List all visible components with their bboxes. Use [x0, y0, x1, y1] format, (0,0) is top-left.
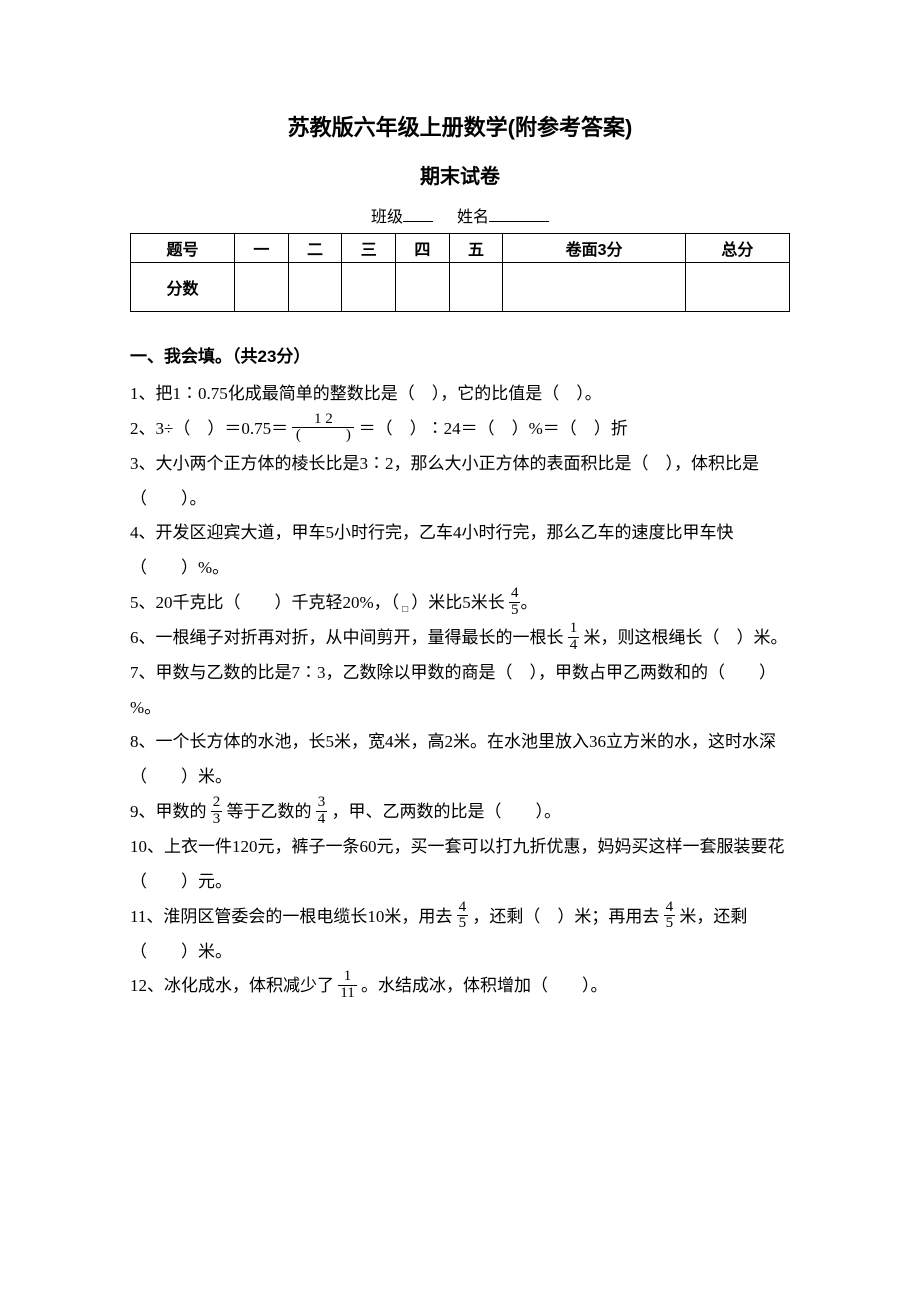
q9-text-c: ，甲、乙两数的比是（ ）。: [332, 802, 562, 821]
frac-den: 5: [509, 603, 521, 619]
col-header: 一: [235, 234, 289, 263]
row-label: 分数: [131, 263, 235, 312]
col-header: 题号: [131, 234, 235, 263]
class-blank: [403, 205, 433, 222]
score-cell: [235, 263, 289, 312]
score-table: 题号 一 二 三 四 五 卷面3分 总分 分数: [130, 233, 790, 312]
q5-text-b: ）米比5米长: [411, 593, 505, 612]
q5-dot: □: [399, 604, 411, 615]
q5-text-c: 。: [520, 593, 537, 612]
frac-den: 3: [211, 812, 223, 828]
frac-num: 4: [457, 900, 469, 917]
question-10: 10、上衣一件120元，裤子一条60元，买一套可以打九折优惠，妈妈买这样一套服装…: [130, 830, 790, 900]
q11-text-a: 11、淮阴区管委会的一根电缆长10米，用去: [130, 907, 452, 926]
q11-text-b: ，还剩（ ）米；再用去: [472, 907, 659, 926]
frac-den: 11: [338, 986, 356, 1002]
col-header: 二: [288, 234, 342, 263]
score-cell: [685, 263, 789, 312]
frac-num: 4: [664, 900, 676, 917]
table-header-row: 题号 一 二 三 四 五 卷面3分 总分: [131, 234, 790, 263]
question-8: 8、一个长方体的水池，长5米，宽4米，高2米。在水池里放入36立方米的水，这时水…: [130, 725, 790, 795]
class-label: 班级: [371, 209, 403, 226]
title-main: 苏教版六年级上册数学(附参考答案): [130, 110, 790, 142]
frac-num: 2: [211, 795, 223, 812]
q9-text-b: 等于乙数的: [227, 802, 312, 821]
q2-fraction: 1 2 ( ): [292, 412, 354, 445]
score-cell: [288, 263, 342, 312]
col-header: 三: [342, 234, 396, 263]
name-blank: [489, 205, 549, 222]
q5-text-a: 5、20千克比（ ）千克轻20%，（: [130, 593, 399, 612]
q11-fraction-2: 4 5: [664, 900, 676, 933]
question-12: 12、冰化成水，体积减少了 1 11 。水结成冰，体积增加（ ）。: [130, 969, 790, 1004]
q6-fraction: 1 4: [568, 621, 580, 654]
question-1: 1、把1∶0.75化成最简单的整数比是（ ），它的比值是（ ）。: [130, 377, 790, 412]
q9-fraction-2: 3 4: [316, 795, 328, 828]
question-5: 5、20千克比（ ）千克轻20%，（□）米比5米长 4 5 。: [130, 586, 790, 621]
frac-den: 4: [568, 638, 580, 654]
frac-den: 5: [457, 916, 469, 932]
page: 苏教版六年级上册数学(附参考答案) 期末试卷 班级 姓名 题号 一 二 三 四 …: [0, 0, 920, 1104]
score-cell: [503, 263, 686, 312]
question-11: 11、淮阴区管委会的一根电缆长10米，用去 4 5 ，还剩（ ）米；再用去 4 …: [130, 900, 790, 970]
question-4: 4、开发区迎宾大道，甲车5小时行完，乙车4小时行完，那么乙车的速度比甲车快（ ）…: [130, 516, 790, 586]
question-2: 2、3÷（ ）＝0.75＝ 1 2 ( ) ＝（ ）∶24＝（ ）%＝（ ）折: [130, 412, 790, 447]
frac-num: 4: [509, 586, 521, 603]
section-1-head: 一、我会填。（共23分）: [130, 342, 790, 367]
col-header: 四: [396, 234, 450, 263]
col-header: 五: [449, 234, 503, 263]
question-7: 7、甲数与乙数的比是7∶3，乙数除以甲数的商是（ ），甲数占甲乙两数和的（ ）%…: [130, 656, 790, 726]
frac-den: 4: [316, 812, 328, 828]
q12-fraction: 1 11: [338, 969, 356, 1002]
question-9: 9、甲数的 2 3 等于乙数的 3 4 ，甲、乙两数的比是（ ）。: [130, 795, 790, 830]
frac-num: 1: [338, 969, 356, 986]
q6-text-a: 6、一根绳子对折再对折，从中间剪开，量得最长的一根长: [130, 628, 564, 647]
q11-fraction-1: 4 5: [457, 900, 469, 933]
frac-num: 3: [316, 795, 328, 812]
class-name-line: 班级 姓名: [130, 203, 790, 227]
score-cell: [449, 263, 503, 312]
table-score-row: 分数: [131, 263, 790, 312]
q9-fraction-1: 2 3: [211, 795, 223, 828]
q5-fraction: 4 5: [509, 586, 521, 619]
col-header: 卷面3分: [503, 234, 686, 263]
col-header: 总分: [685, 234, 789, 263]
question-3: 3、大小两个正方体的棱长比是3∶2，那么大小正方体的表面积比是（ ），体积比是（…: [130, 447, 790, 517]
question-6: 6、一根绳子对折再对折，从中间剪开，量得最长的一根长 1 4 米，则这根绳长（ …: [130, 621, 790, 656]
frac-num: 1: [568, 621, 580, 638]
frac-den: 5: [664, 916, 676, 932]
q9-text-a: 9、甲数的: [130, 802, 207, 821]
score-cell: [396, 263, 450, 312]
q2-text-a: 2、3÷（ ）＝0.75＝: [130, 419, 288, 438]
frac-den: ( ): [292, 428, 354, 444]
q2-text-b: ＝（ ）∶24＝（ ）%＝（ ）折: [359, 419, 628, 438]
q6-text-b: 米，则这根绳长（ ）米。: [584, 628, 788, 647]
frac-num: 1 2: [292, 412, 354, 429]
score-cell: [342, 263, 396, 312]
name-label: 姓名: [457, 209, 489, 226]
title-sub: 期末试卷: [130, 160, 790, 189]
q12-text-a: 12、冰化成水，体积减少了: [130, 976, 334, 995]
q12-text-b: 。水结成冰，体积增加（ ）。: [361, 976, 608, 995]
